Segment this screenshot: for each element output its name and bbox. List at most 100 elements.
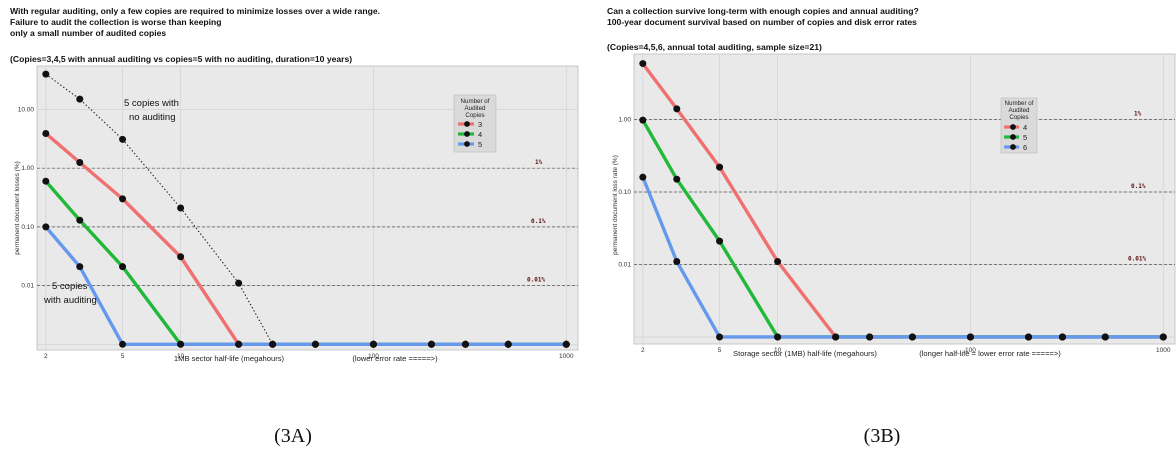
chart-a-legend-title-2: Audited bbox=[465, 105, 487, 112]
chart-a-xnote: (lower error rate =====>) bbox=[352, 354, 438, 363]
panel-3b: Can a collection survive long-term with … bbox=[607, 6, 1176, 447]
chart-a-series-5-point bbox=[42, 223, 50, 231]
chart-a-xtick-label: 100 bbox=[368, 353, 379, 360]
chart-b-legend-title-3: Copies bbox=[1009, 114, 1028, 121]
chart-a-series-5-point bbox=[235, 340, 243, 348]
chart-a-annotation-audit-1: 5 copies bbox=[52, 281, 88, 292]
chart-b-legend-label-5: 5 bbox=[1023, 133, 1027, 142]
chart-b-series bbox=[639, 60, 1167, 341]
chart-b-xtick-label: 100 bbox=[965, 347, 976, 354]
chart-b-reference-label: 0.1% bbox=[1131, 183, 1146, 190]
chart-a-xtick-label: 1000 bbox=[559, 353, 574, 360]
chart-b-subtitle: (Copies=4,5,6, annual total auditing, sa… bbox=[607, 42, 822, 52]
chart-b-series-4-point bbox=[716, 163, 724, 171]
chart-a-legend-marker-5 bbox=[464, 141, 470, 147]
chart-a-legend-marker-4 bbox=[464, 131, 470, 137]
chart-a-series-5-point bbox=[369, 340, 377, 348]
chart-b-legend: Number of Audited Copies 4 5 6 bbox=[1000, 97, 1038, 154]
chart-b-reference-lines: 1% 0.1% 0.01% bbox=[634, 110, 1175, 265]
chart-b-ylabel: permanent document loss rate (%) bbox=[612, 155, 619, 255]
chart-a-title-line-1: With regular auditing, only a few copies… bbox=[10, 6, 380, 16]
chart-b-legend-marker-4 bbox=[1010, 124, 1016, 130]
chart-a-series-no-audit-point bbox=[42, 70, 50, 78]
chart-a-series-3-point bbox=[177, 253, 185, 261]
chart-a-series-5-point bbox=[428, 340, 436, 348]
chart-a-legend-title-1: Number of bbox=[461, 98, 490, 105]
chart-b-legend-marker-5 bbox=[1010, 134, 1016, 140]
chart-a-title-line-3: only a small number of audited copies bbox=[10, 28, 166, 38]
chart-a-legend-label-3: 3 bbox=[478, 120, 482, 129]
chart-b-ytick-label: 1.00 bbox=[618, 116, 631, 123]
chart-b-series-6-point bbox=[673, 257, 681, 265]
chart-b-reference-label: 0.01% bbox=[1128, 255, 1146, 262]
chart-a-legend: Number of Audited Copies 3 4 5 bbox=[453, 94, 497, 153]
chart-a-series-no-audit-point bbox=[235, 279, 243, 287]
chart-a-plot-area bbox=[36, 65, 579, 351]
chart-b-title-line-2: 100-year document survival based on numb… bbox=[607, 17, 917, 27]
chart-a-series-5-point bbox=[76, 263, 84, 271]
chart-a-series-no-audit-point bbox=[177, 204, 185, 212]
chart-a-series-3-point bbox=[119, 195, 127, 203]
chart-a-legend-marker-3 bbox=[464, 121, 470, 127]
chart-b-series-6-point bbox=[866, 333, 874, 341]
chart-a-series-3-point bbox=[42, 129, 50, 137]
chart-b-xlabel: Storage sector (1MB) half-life (megahour… bbox=[733, 349, 877, 358]
chart-b-ytick-label: 0.10 bbox=[618, 189, 631, 196]
chart-a-title-line-2: Failure to audit the collection is worse… bbox=[10, 17, 222, 27]
chart-b-series-6-point bbox=[1058, 333, 1066, 341]
chart-b-series-6-point bbox=[1101, 333, 1109, 341]
chart-a-reference-lines: 1% 0.1% 0.01% bbox=[37, 159, 578, 286]
chart-b-legend-label-6: 6 bbox=[1023, 143, 1027, 152]
chart-b-series-6-point bbox=[966, 333, 974, 341]
chart-a-annotation-audit-2: with auditing bbox=[43, 295, 97, 306]
chart-a-series-5-point bbox=[119, 340, 127, 348]
chart-b-series-4-point bbox=[639, 60, 647, 68]
chart-a-reference-label: 0.01% bbox=[527, 277, 545, 284]
caption-3b: (3B) bbox=[864, 425, 901, 447]
chart-a-subtitle: (Copies=3,4,5 with annual auditing vs co… bbox=[10, 54, 352, 64]
chart-b-series-4-point bbox=[673, 105, 681, 113]
chart-b-title-line-1: Can a collection survive long-term with … bbox=[607, 6, 919, 16]
chart-a-ytick-label: 0.01 bbox=[21, 283, 34, 290]
chart-a-series-5-point bbox=[311, 340, 319, 348]
chart-a-legend-title-3: Copies bbox=[465, 112, 484, 119]
chart-b-ytick-label: 0.01 bbox=[618, 261, 631, 268]
chart-b-xtick-label: 1000 bbox=[1156, 347, 1171, 354]
chart-b-legend-title-1: Number of bbox=[1005, 100, 1034, 107]
chart-a-reference-label: 0.1% bbox=[531, 218, 546, 225]
chart-a-annotation-no-audit-2: no auditing bbox=[129, 112, 175, 123]
chart-a-ylabel: permanent document losses (%) bbox=[14, 161, 21, 255]
chart-b-series-6-point bbox=[1159, 333, 1167, 341]
chart-a-ytick-label: 10.00 bbox=[18, 106, 35, 113]
chart-b-series-6-point bbox=[908, 333, 916, 341]
chart-a-series-no-audit-point bbox=[76, 95, 84, 103]
chart-a-xtick-label: 5 bbox=[121, 353, 125, 360]
chart-b-series-6-point bbox=[639, 173, 647, 181]
chart-b-legend-title-2: Audited bbox=[1009, 107, 1031, 114]
chart-b-series-6-point bbox=[832, 333, 840, 341]
chart-a-annotation-no-audit-1: 5 copies with bbox=[124, 98, 179, 109]
chart-b-series-5-point bbox=[639, 116, 647, 124]
chart-a-series-5-point bbox=[177, 340, 185, 348]
chart-b-legend-marker-6 bbox=[1010, 144, 1016, 150]
chart-a-xlabel: 1MB sector half-life (megahours) bbox=[174, 354, 285, 363]
chart-a-ytick-label: 1.00 bbox=[21, 165, 34, 172]
chart-a-legend-label-4: 4 bbox=[478, 130, 482, 139]
chart-b-xtick-label: 2 bbox=[641, 347, 645, 354]
chart-b-series-6-line bbox=[641, 176, 1164, 339]
chart-b-reference-label: 1% bbox=[1134, 110, 1142, 117]
chart-b-plot-area bbox=[633, 53, 1176, 345]
chart-b-xtick-label: 10 bbox=[774, 347, 782, 354]
chart-a-series-4-point bbox=[119, 263, 127, 271]
chart-a-series-4-point bbox=[42, 177, 50, 185]
chart-a-series-4-point bbox=[76, 216, 84, 224]
chart-a-series-5-point bbox=[562, 340, 570, 348]
chart-b-series-5-point bbox=[716, 237, 724, 245]
chart-b-series-4-point bbox=[774, 257, 782, 265]
chart-a-xtick-label: 2 bbox=[44, 353, 48, 360]
chart-b-series-6-point bbox=[774, 333, 782, 341]
caption-3a: (3A) bbox=[274, 425, 312, 447]
chart-b-legend-label-4: 4 bbox=[1023, 123, 1027, 132]
chart-a-series-5-point bbox=[504, 340, 512, 348]
chart-a-ytick-label: 0.10 bbox=[21, 224, 34, 231]
